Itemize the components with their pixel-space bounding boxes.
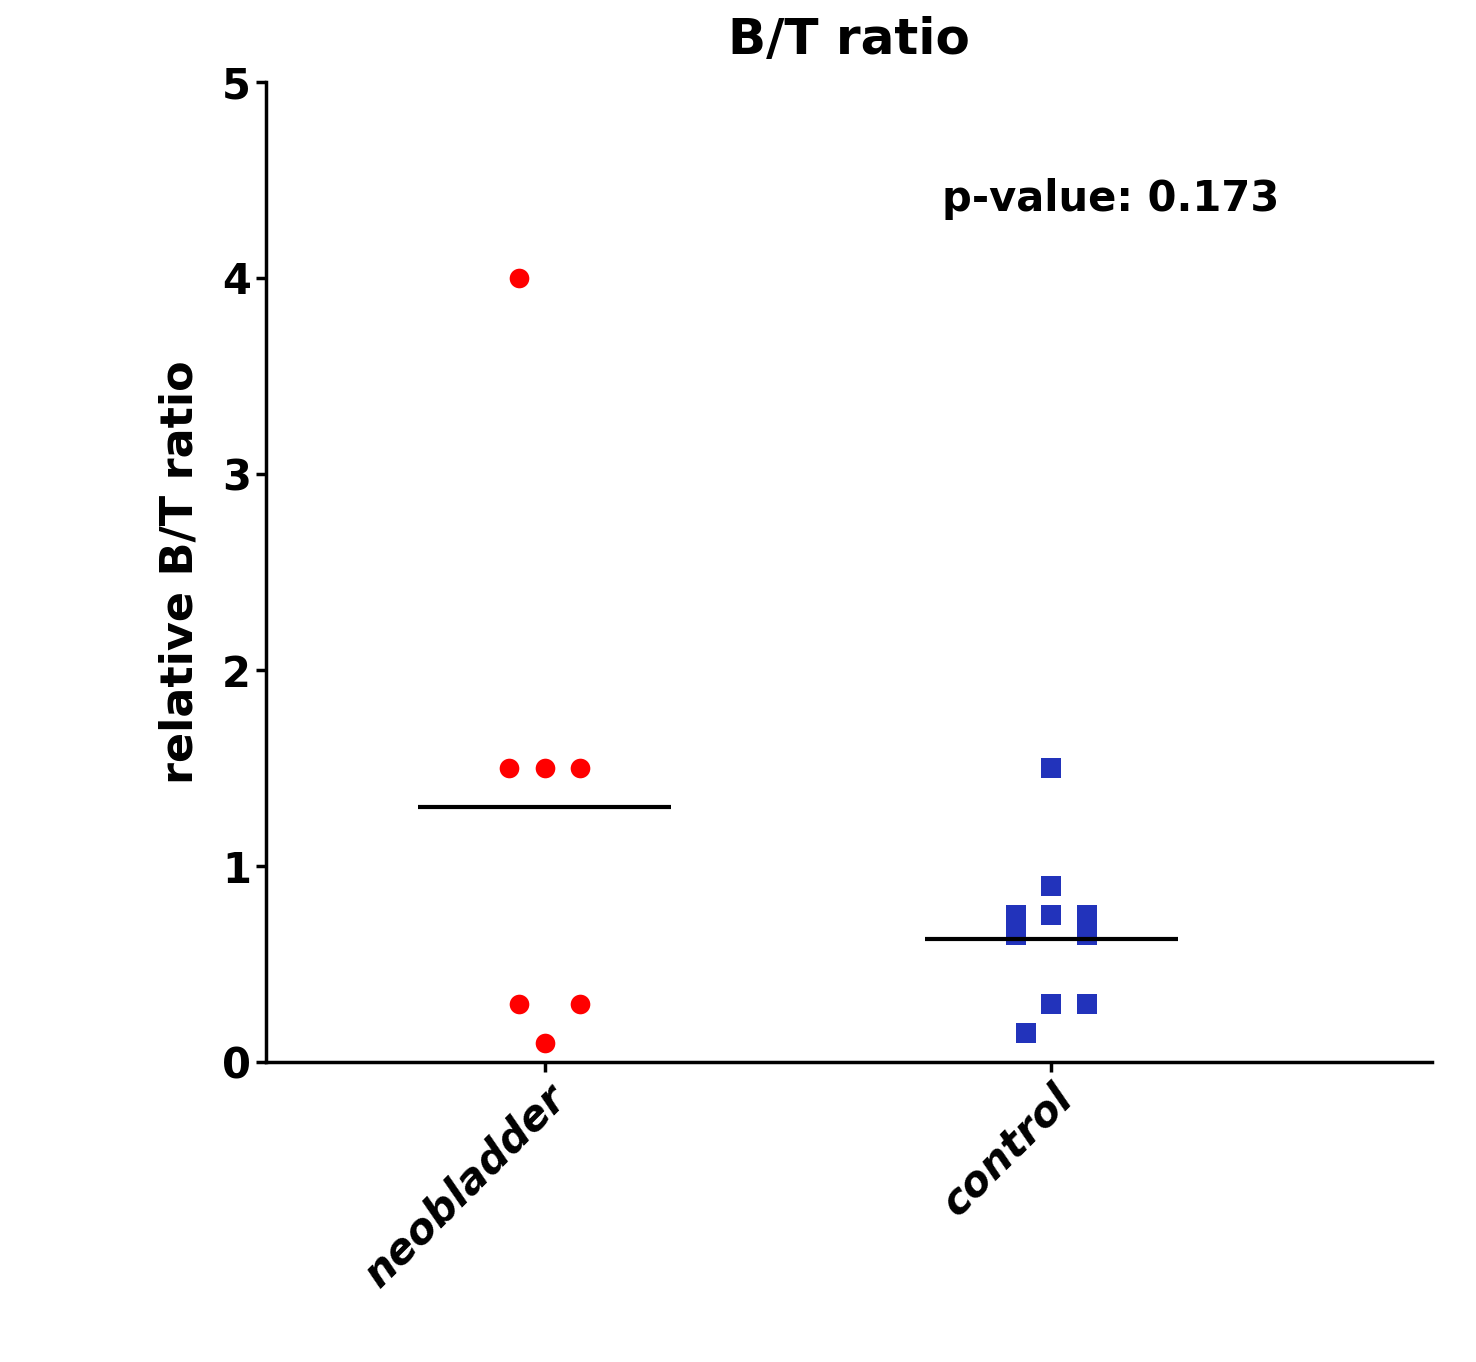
Y-axis label: relative B/T ratio: relative B/T ratio <box>158 360 201 785</box>
Point <box>1039 904 1063 926</box>
Point <box>1004 923 1027 945</box>
Point <box>1014 1022 1038 1043</box>
Point <box>497 757 521 779</box>
Point <box>1039 993 1063 1015</box>
Point <box>508 993 531 1015</box>
Point <box>1075 904 1098 926</box>
Point <box>568 757 592 779</box>
Point <box>568 993 592 1015</box>
Point <box>533 757 556 779</box>
Point <box>1004 904 1027 926</box>
Point <box>1039 757 1063 779</box>
Point <box>533 1032 556 1054</box>
Point <box>508 267 531 289</box>
Point <box>1075 923 1098 945</box>
Point <box>1039 874 1063 896</box>
Text: p-value: 0.173: p-value: 0.173 <box>942 178 1280 221</box>
Point <box>1075 993 1098 1015</box>
Title: B/T ratio: B/T ratio <box>728 16 970 64</box>
